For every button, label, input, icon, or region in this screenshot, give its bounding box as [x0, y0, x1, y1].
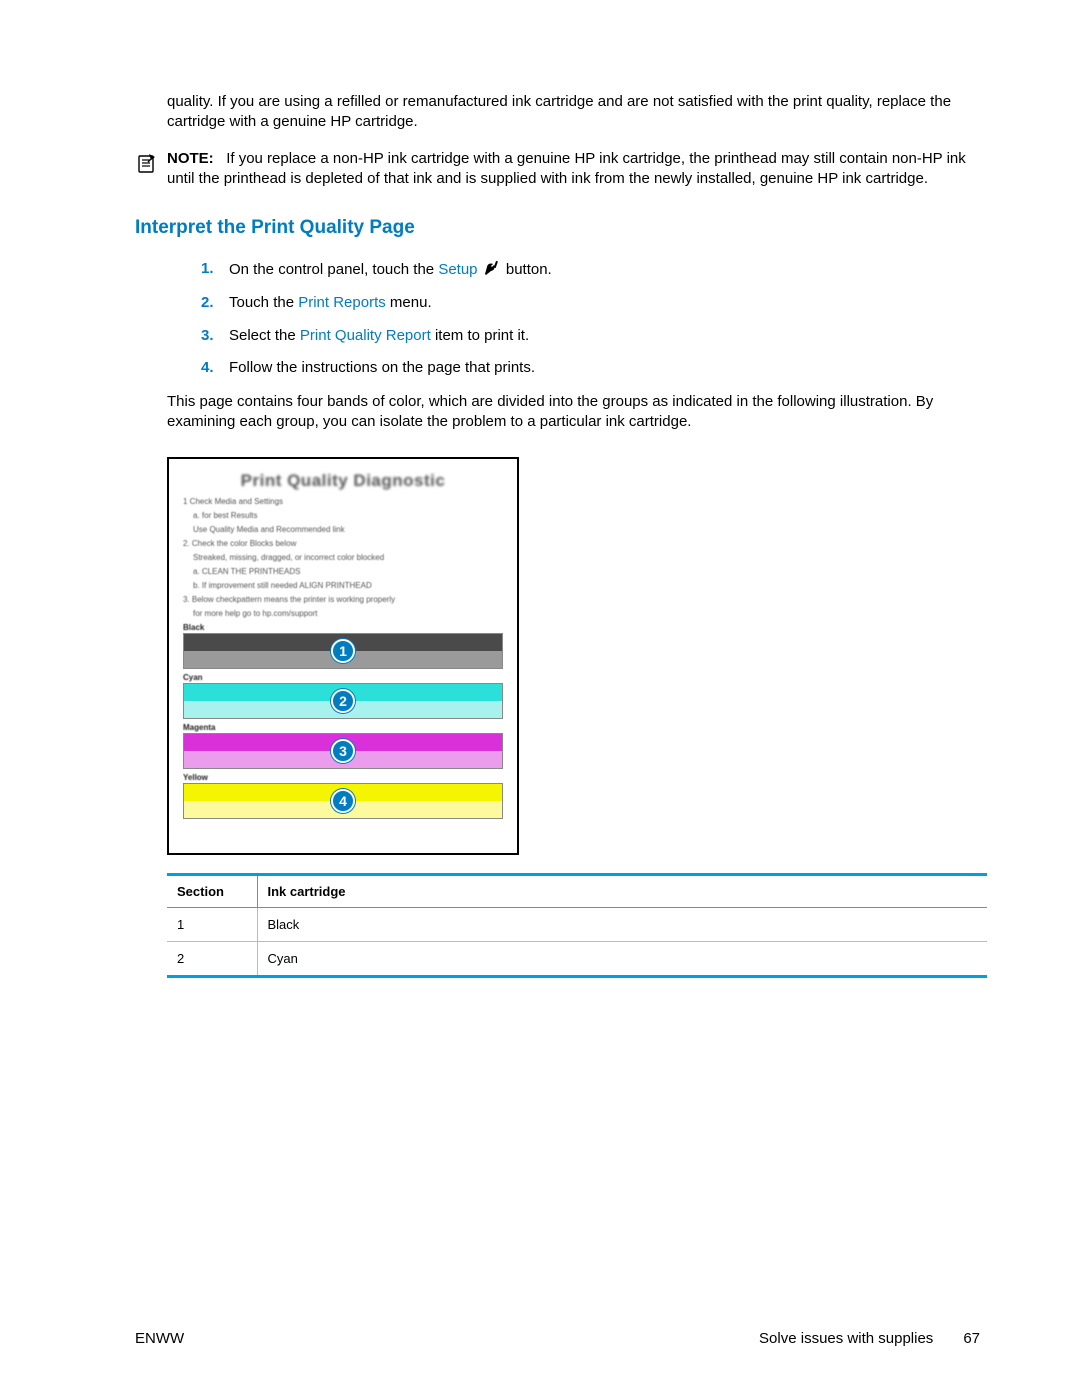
note-text: NOTE: If you replace a non-HP ink cartri…: [167, 149, 980, 190]
table-header-cartridge: Ink cartridge: [257, 874, 987, 907]
band-label: Cyan: [183, 673, 503, 682]
step-body: Select the Print Quality Report item to …: [229, 326, 980, 346]
step-number: 4.: [201, 358, 229, 378]
section-heading: Interpret the Print Quality Page: [135, 217, 980, 239]
inline-link: Print Reports: [298, 294, 386, 311]
step-number: 2.: [201, 293, 229, 313]
color-band: 4: [183, 783, 503, 819]
step-item: 1.On the control panel, touch the Setup …: [201, 259, 980, 281]
step-number: 1.: [201, 259, 229, 281]
diagram-instruction-sub: Use Quality Media and Recommended link: [193, 525, 503, 535]
diagram-instruction: 3. Below checkpattern means the printer …: [183, 595, 503, 605]
diagram-instruction: 1 Check Media and Settings: [183, 497, 503, 507]
step-body: Follow the instructions on the page that…: [229, 358, 980, 378]
table-row: 2Cyan: [167, 941, 987, 976]
step-item: 4.Follow the instructions on the page th…: [201, 358, 980, 378]
note-body: If you replace a non-HP ink cartridge wi…: [167, 150, 966, 187]
step-item: 3.Select the Print Quality Report item t…: [201, 326, 980, 346]
footer-page-number: 67: [963, 1330, 980, 1347]
print-quality-diagram: Print Quality Diagnostic 1 Check Media a…: [167, 457, 519, 855]
step-item: 2.Touch the Print Reports menu.: [201, 293, 980, 313]
band-label: Yellow: [183, 773, 503, 782]
table-cell: 1: [167, 907, 257, 941]
callout-badge: 2: [331, 689, 355, 713]
step-number: 3.: [201, 326, 229, 346]
diagram-instruction: 2. Check the color Blocks below: [183, 539, 503, 549]
table-cell: 2: [167, 941, 257, 976]
inline-link: Print Quality Report: [300, 327, 431, 344]
color-band: 2: [183, 683, 503, 719]
color-band: 3: [183, 733, 503, 769]
step-body: On the control panel, touch the Setup bu…: [229, 259, 980, 281]
inline-link: Setup: [438, 261, 477, 278]
table-cell: Cyan: [257, 941, 987, 976]
cartridge-table: Section Ink cartridge 1Black2Cyan: [167, 873, 987, 978]
table-cell: Black: [257, 907, 987, 941]
diagram-title: Print Quality Diagnostic: [183, 471, 503, 491]
page-footer: ENWW Solve issues with supplies 67: [135, 1330, 980, 1347]
after-steps-paragraph: This page contains four bands of color, …: [167, 392, 980, 433]
diagram-instruction-sub: for more help go to hp.com/support: [193, 609, 503, 619]
note-icon: [135, 151, 163, 180]
diagram-instruction-sub: b. If improvement still needed ALIGN PRI…: [193, 581, 503, 591]
diagram-instruction-sub: Streaked, missing, dragged, or incorrect…: [193, 553, 503, 563]
callout-badge: 1: [331, 639, 355, 663]
footer-section-title: Solve issues with supplies: [759, 1330, 933, 1347]
note-block: NOTE: If you replace a non-HP ink cartri…: [135, 149, 980, 190]
band-label: Magenta: [183, 723, 503, 732]
diagram-instruction-sub: a. for best Results: [193, 511, 503, 521]
color-band: 1: [183, 633, 503, 669]
steps-list: 1.On the control panel, touch the Setup …: [201, 259, 980, 378]
intro-paragraph: quality. If you are using a refilled or …: [167, 92, 980, 133]
callout-badge: 3: [331, 739, 355, 763]
diagram-instruction-sub: a. CLEAN THE PRINTHEADS: [193, 567, 503, 577]
band-label: Black: [183, 623, 503, 632]
setup-tools-icon: [484, 259, 500, 281]
table-header-section: Section: [167, 874, 257, 907]
note-label: NOTE:: [167, 150, 214, 167]
table-row: 1Black: [167, 907, 987, 941]
footer-left: ENWW: [135, 1330, 184, 1347]
callout-badge: 4: [331, 789, 355, 813]
step-body: Touch the Print Reports menu.: [229, 293, 980, 313]
